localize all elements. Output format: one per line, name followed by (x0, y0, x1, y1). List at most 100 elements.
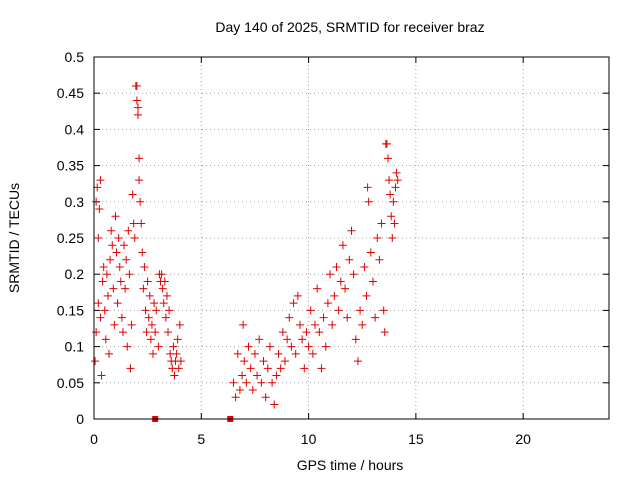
data-point (130, 234, 139, 242)
data-point (387, 212, 396, 221)
data-point (371, 313, 380, 322)
data-point (375, 255, 384, 264)
data-point (323, 299, 332, 308)
data-point (330, 291, 339, 300)
data-point (100, 306, 109, 315)
data-point (363, 183, 372, 192)
x-tick-label: 0 (90, 431, 98, 447)
data-point (250, 349, 259, 358)
data-point (135, 176, 144, 185)
x-tick-label: 5 (197, 431, 205, 447)
data-point (99, 262, 108, 271)
data-point (377, 219, 386, 228)
data-point (109, 284, 118, 293)
y-tick-label: 0.4 (65, 121, 85, 137)
data-point (121, 284, 130, 293)
data-point (94, 299, 103, 308)
data-point (341, 284, 350, 293)
data-point (379, 306, 388, 315)
x-tick-label: 20 (515, 431, 531, 447)
data-point (92, 328, 101, 337)
data-point (349, 270, 358, 279)
data-point (253, 371, 262, 380)
data-point (276, 364, 285, 373)
data-point (358, 320, 367, 329)
data-point (175, 320, 184, 329)
data-point (136, 197, 145, 206)
data-point (268, 378, 277, 387)
data-point (248, 386, 257, 395)
data-point (235, 386, 244, 395)
data-point (345, 255, 354, 264)
data-point (164, 328, 173, 337)
data-point (120, 241, 129, 250)
data-point (132, 81, 141, 90)
data-point (300, 364, 309, 373)
data-point (112, 248, 121, 257)
data-point (283, 335, 292, 344)
data-point (326, 270, 335, 279)
data-point (140, 262, 149, 271)
data-point (169, 342, 178, 351)
data-point (95, 205, 104, 214)
data-point (364, 197, 373, 206)
y-tick-label: 0.3 (65, 194, 85, 210)
data-point (123, 342, 132, 351)
data-point (255, 335, 264, 344)
data-point (351, 335, 360, 344)
data-point (137, 219, 146, 228)
data-point (302, 328, 311, 337)
data-point (151, 328, 160, 337)
data-point (231, 393, 240, 402)
data-point (265, 342, 274, 351)
data-point (165, 306, 174, 315)
data-point (158, 284, 167, 293)
data-point (174, 364, 183, 373)
data-point (308, 349, 317, 358)
data-point (259, 357, 268, 366)
data-point (133, 103, 142, 112)
data-point (261, 393, 270, 402)
data-point (392, 168, 401, 177)
data-point (108, 241, 117, 250)
data-point (105, 349, 114, 358)
data-point (139, 284, 148, 293)
data-point (296, 320, 304, 329)
x-axis-label: GPS time / hours (297, 457, 404, 473)
data-point (147, 320, 156, 329)
data-point (347, 226, 356, 235)
data-point (173, 335, 182, 344)
data-point (124, 226, 133, 235)
data-point (383, 154, 392, 163)
data-point (114, 234, 123, 242)
data-point (274, 349, 283, 358)
data-point (111, 212, 120, 221)
data-point (389, 197, 398, 206)
data-point (246, 364, 255, 373)
data-point (328, 320, 337, 329)
data-point (98, 277, 107, 286)
data-point (360, 262, 369, 271)
data-point (97, 371, 106, 380)
data-point (126, 364, 135, 373)
data-point (138, 248, 147, 257)
data-point (321, 342, 330, 351)
data-point (239, 320, 248, 329)
data-point (91, 357, 100, 366)
y-tick-label: 0.45 (57, 85, 84, 101)
data-point (238, 371, 247, 380)
data-point (142, 328, 151, 337)
data-point (353, 357, 362, 366)
data-point (368, 277, 377, 286)
data-point (356, 306, 365, 315)
data-point (96, 176, 105, 185)
y-tick-label: 0.15 (57, 302, 84, 318)
data-point (150, 299, 159, 308)
data-point (334, 306, 343, 315)
x-axis-ticks: 0 5 10 15 20 (90, 57, 531, 447)
chart-title: Day 140 of 2025, SRMTID for receiver bra… (215, 19, 484, 35)
data-point (382, 139, 391, 148)
data-point (118, 328, 127, 337)
data-point (106, 255, 115, 264)
